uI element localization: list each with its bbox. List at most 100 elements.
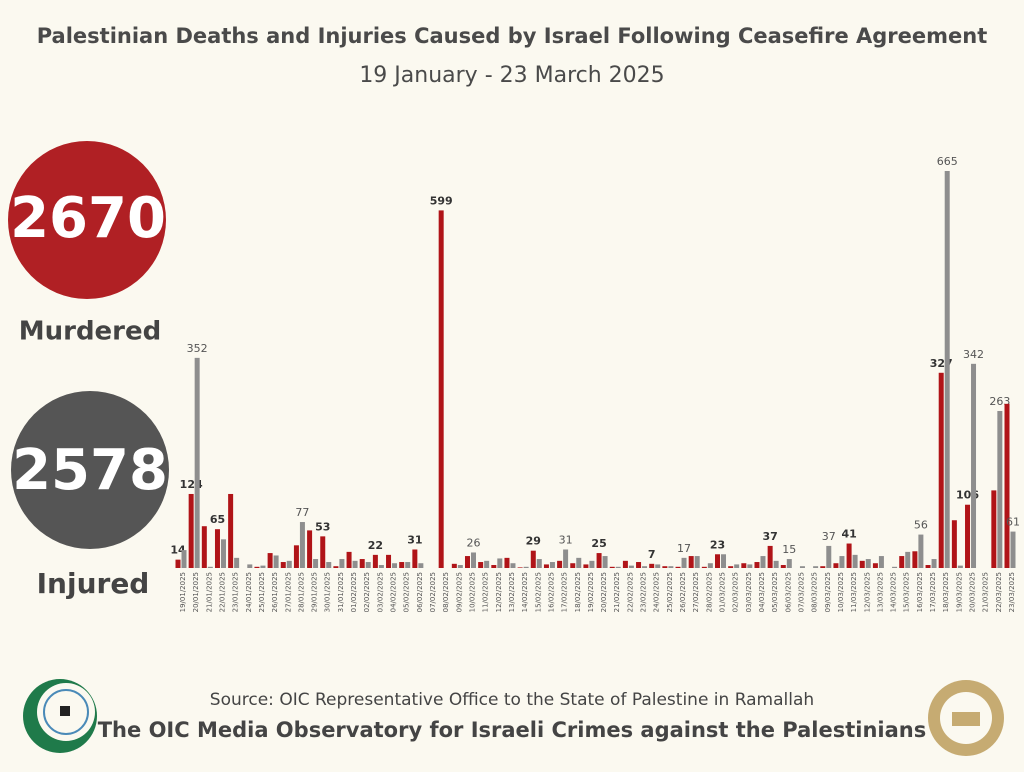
bar: [412, 549, 418, 568]
bar: [997, 410, 1003, 568]
x-tick-label: 11/03/2025: [850, 572, 858, 612]
x-tick-label: 26/02/2025: [679, 572, 687, 612]
bar: [905, 551, 911, 568]
bar: [313, 559, 319, 568]
bar: [773, 560, 779, 568]
x-tick-label: 15/03/2025: [903, 572, 911, 612]
bar: [326, 562, 332, 568]
bar: [497, 558, 503, 568]
x-tick-label: 23/03/2025: [1008, 572, 1016, 612]
bar: [636, 562, 642, 568]
bar: [260, 565, 266, 568]
bar: [247, 564, 253, 568]
x-tick-label: 10/02/2025: [468, 572, 476, 612]
bar: [813, 566, 819, 568]
bar: [668, 566, 674, 568]
title: Palestinian Deaths and Injuries Caused b…: [37, 24, 988, 48]
bar: [181, 550, 187, 568]
bar: [536, 559, 542, 568]
bar: [333, 566, 339, 568]
x-tick-label: 19/03/2025: [955, 572, 963, 612]
bar: [267, 553, 273, 568]
bar: [352, 560, 358, 568]
bar: [234, 557, 240, 568]
bar: [523, 566, 529, 568]
x-tick-label: 28/02/2025: [705, 572, 713, 612]
x-tick-label: 02/02/2025: [363, 572, 371, 612]
bar: [701, 566, 707, 568]
bar: [386, 554, 392, 568]
data-label: 65: [210, 513, 225, 526]
bar: [872, 563, 878, 568]
bar: [378, 565, 384, 568]
x-tick-label: 14/03/2025: [890, 572, 898, 612]
data-label: 342: [963, 348, 984, 361]
bar: [721, 554, 727, 568]
x-tick-label: 09/02/2025: [455, 572, 463, 612]
bar: [833, 563, 839, 568]
bar: [826, 545, 832, 568]
data-label: 31: [559, 533, 573, 546]
x-tick-label: 22/03/2025: [995, 572, 1003, 612]
x-tick-label: 08/02/2025: [442, 572, 450, 612]
data-label: 53: [315, 520, 330, 533]
bar: [504, 557, 510, 568]
bar: [609, 566, 615, 568]
x-tick-label: 21/02/2025: [613, 572, 621, 612]
bar: [299, 522, 305, 568]
bar: [878, 556, 884, 568]
bar: [273, 555, 279, 568]
x-tick-label: 17/03/2025: [929, 572, 937, 612]
x-tick-label: 21/01/2025: [205, 572, 213, 612]
bar: [220, 539, 226, 568]
data-label: 23: [710, 538, 725, 551]
bar: [728, 566, 734, 568]
data-label: 29: [526, 535, 541, 548]
bar: [405, 562, 411, 568]
bar: [365, 562, 371, 568]
data-label: 61: [1006, 516, 1020, 529]
bar: [754, 562, 760, 568]
x-tick-label: 27/01/2025: [284, 572, 292, 612]
bar: [741, 563, 747, 568]
data-label: 26: [466, 536, 480, 549]
bar: [399, 562, 405, 568]
x-tick-label: 01/02/2025: [350, 572, 358, 612]
bar: [957, 565, 963, 568]
x-tick-label: 20/01/2025: [192, 572, 200, 612]
data-label: 22: [368, 539, 383, 552]
bar: [254, 566, 260, 568]
bar: [971, 363, 977, 568]
bar: [359, 559, 365, 568]
bar: [675, 566, 681, 568]
x-tick-label: 23/01/2025: [232, 572, 240, 612]
x-tick-label: 14/02/2025: [521, 572, 529, 612]
bar: [307, 530, 313, 568]
x-tick-label: 30/01/2025: [324, 572, 332, 612]
x-tick-label: 02/03/2025: [732, 572, 740, 612]
data-label: 31: [407, 533, 422, 546]
bar: [662, 566, 668, 568]
bar: [320, 536, 326, 568]
injured-circle: [11, 391, 169, 549]
x-tick-label: 22/01/2025: [218, 572, 226, 612]
observatory-logo: [928, 680, 1004, 756]
x-tick-label: 16/03/2025: [916, 572, 924, 612]
bar: [681, 557, 687, 568]
bar: [293, 545, 299, 568]
bar: [839, 556, 845, 568]
bar: [583, 564, 589, 568]
bar: [563, 549, 569, 568]
data-label: 7: [648, 548, 656, 561]
x-tick-label: 20/03/2025: [969, 572, 977, 612]
bar: [715, 554, 721, 568]
bar: [991, 490, 997, 568]
injured-count: 2578: [12, 438, 168, 503]
bar: [392, 563, 398, 568]
x-tick-label: 28/01/2025: [297, 572, 305, 612]
x-tick-label: 16/02/2025: [547, 572, 555, 612]
x-tick-label: 26/01/2025: [271, 572, 279, 612]
bar: [622, 560, 628, 568]
bar: [438, 210, 444, 569]
x-tick-label: 04/03/2025: [758, 572, 766, 612]
